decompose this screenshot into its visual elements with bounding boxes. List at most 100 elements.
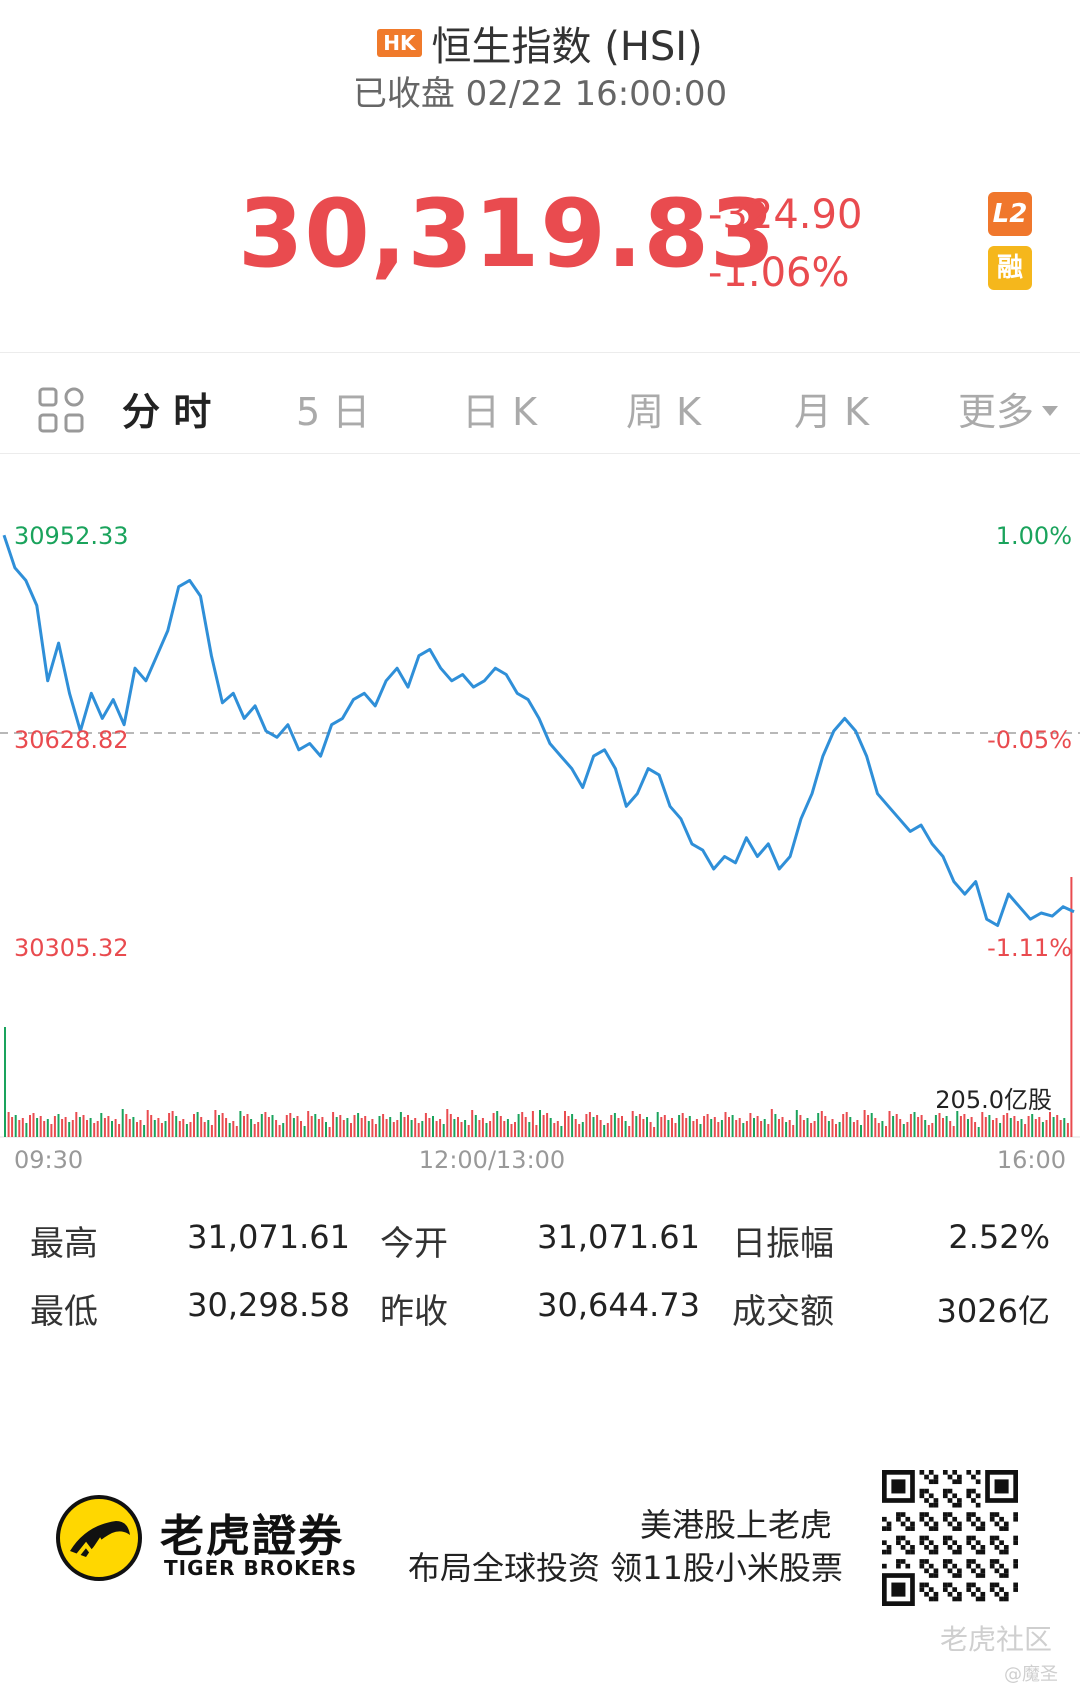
volume-bar <box>389 1117 392 1137</box>
volume-bar <box>795 1110 798 1137</box>
volume-bar <box>325 1122 327 1137</box>
tab-weekly-k[interactable]: 周 K <box>626 390 701 434</box>
ad-slogan-line1: 美港股上老虎 <box>640 1506 833 1544</box>
volume-bar <box>232 1121 235 1137</box>
tab-5day[interactable]: 5 日 <box>296 390 371 434</box>
volume-bar <box>307 1111 310 1137</box>
volume-bar <box>207 1120 210 1137</box>
volume-bar <box>546 1113 549 1137</box>
volume-bar <box>660 1117 663 1137</box>
volume-bar <box>200 1117 203 1137</box>
price-change: -324.90 -1.06% <box>708 186 862 302</box>
volume-bar <box>364 1116 367 1137</box>
volume-bar <box>613 1113 616 1137</box>
volume-bar <box>342 1120 345 1137</box>
volume-bar <box>243 1116 245 1137</box>
tab-intraday[interactable]: 分 时 <box>122 390 212 434</box>
volume-bar <box>136 1122 138 1137</box>
volume-bar <box>617 1118 620 1137</box>
margin-badge[interactable]: 融 <box>988 246 1032 290</box>
volume-bar <box>992 1120 994 1137</box>
stat-value-low: 30,298.58 <box>187 1286 350 1324</box>
volume-bar <box>756 1116 759 1137</box>
volume-bar <box>539 1110 541 1137</box>
volume-bar <box>185 1124 188 1137</box>
qr-code-icon[interactable] <box>882 1470 1018 1606</box>
volume-bar <box>417 1123 420 1137</box>
volume-bar <box>695 1119 698 1137</box>
volume-bar <box>688 1116 691 1137</box>
volume-bar <box>592 1117 595 1137</box>
volume-bar <box>421 1121 424 1137</box>
volume-bar <box>64 1117 67 1137</box>
volume-bar <box>934 1115 937 1137</box>
volume-bar <box>646 1117 648 1137</box>
volume-bar <box>571 1114 574 1137</box>
volume-bar <box>350 1123 352 1137</box>
volume-bar <box>788 1120 791 1137</box>
volume-bar <box>460 1122 463 1137</box>
volume-bar <box>813 1121 816 1137</box>
volume-bar <box>792 1125 795 1137</box>
volume-bar <box>892 1116 895 1137</box>
volume-bar <box>888 1111 891 1137</box>
volume-bar <box>1006 1113 1009 1137</box>
volume-bar <box>339 1115 342 1137</box>
y-right-tick: -1.11% <box>987 934 1072 962</box>
volume-bar <box>564 1111 566 1137</box>
volume-bar <box>467 1125 470 1137</box>
intraday-chart[interactable]: 30952.33 30628.82 30305.32 1.00% -0.05% … <box>0 455 1080 1175</box>
volume-bar <box>909 1114 912 1137</box>
volume-bar <box>1052 1117 1055 1137</box>
volume-bar <box>492 1113 495 1137</box>
volume-bar <box>692 1121 695 1137</box>
volume-bar <box>182 1119 185 1137</box>
volume-bar <box>499 1116 502 1137</box>
level2-badge[interactable]: L2 <box>988 192 1032 236</box>
volume-bar <box>1041 1122 1044 1137</box>
volume-bar <box>314 1114 317 1137</box>
volume-bar <box>720 1120 723 1137</box>
volume-bar <box>931 1123 934 1137</box>
volume-bar <box>899 1119 902 1137</box>
volume-bar <box>895 1114 898 1137</box>
volume-bar <box>178 1121 181 1137</box>
volume-bar <box>1059 1120 1062 1137</box>
volume-bar <box>7 1112 10 1137</box>
index-title: 恒生指数 (HSI) <box>431 24 703 70</box>
volume-bar <box>785 1122 788 1137</box>
volume-bar <box>913 1112 916 1137</box>
volume-bar <box>514 1122 516 1137</box>
volume-bar <box>624 1121 627 1137</box>
volume-bar <box>414 1118 417 1137</box>
volume-bar <box>11 1117 14 1137</box>
volume-bar <box>963 1114 966 1137</box>
volume-bar <box>89 1118 92 1137</box>
volume-bar <box>656 1112 659 1137</box>
volume-bar <box>32 1113 35 1137</box>
stat-value-open: 31,071.61 <box>537 1218 700 1256</box>
volume-bar <box>638 1114 641 1137</box>
tab-monthly-k[interactable]: 月 K <box>794 390 869 434</box>
tab-daily-k[interactable]: 日 K <box>462 390 537 434</box>
volume-bar <box>86 1120 88 1137</box>
volume-bar <box>14 1115 17 1137</box>
volume-bar <box>257 1122 260 1137</box>
volume-bar <box>21 1118 24 1137</box>
volume-bar <box>628 1126 631 1137</box>
volume-bar <box>481 1118 484 1137</box>
volume-bar <box>856 1120 859 1137</box>
volume-bar <box>253 1124 256 1137</box>
grid-menu-icon[interactable] <box>38 387 84 433</box>
volume-bar <box>346 1118 349 1137</box>
volume-bar <box>39 1116 42 1137</box>
volume-bar <box>46 1119 49 1137</box>
tab-more[interactable]: 更多 <box>958 381 1059 436</box>
volume-bar <box>574 1119 577 1137</box>
volume-bar <box>528 1122 531 1137</box>
brand-name-cn: 老虎證券 <box>160 1511 344 1562</box>
stat-label-turnover: 成交额 <box>732 1292 834 1332</box>
volume-bar <box>171 1111 174 1137</box>
volume-bar <box>193 1114 195 1137</box>
volume-bar <box>863 1110 866 1137</box>
